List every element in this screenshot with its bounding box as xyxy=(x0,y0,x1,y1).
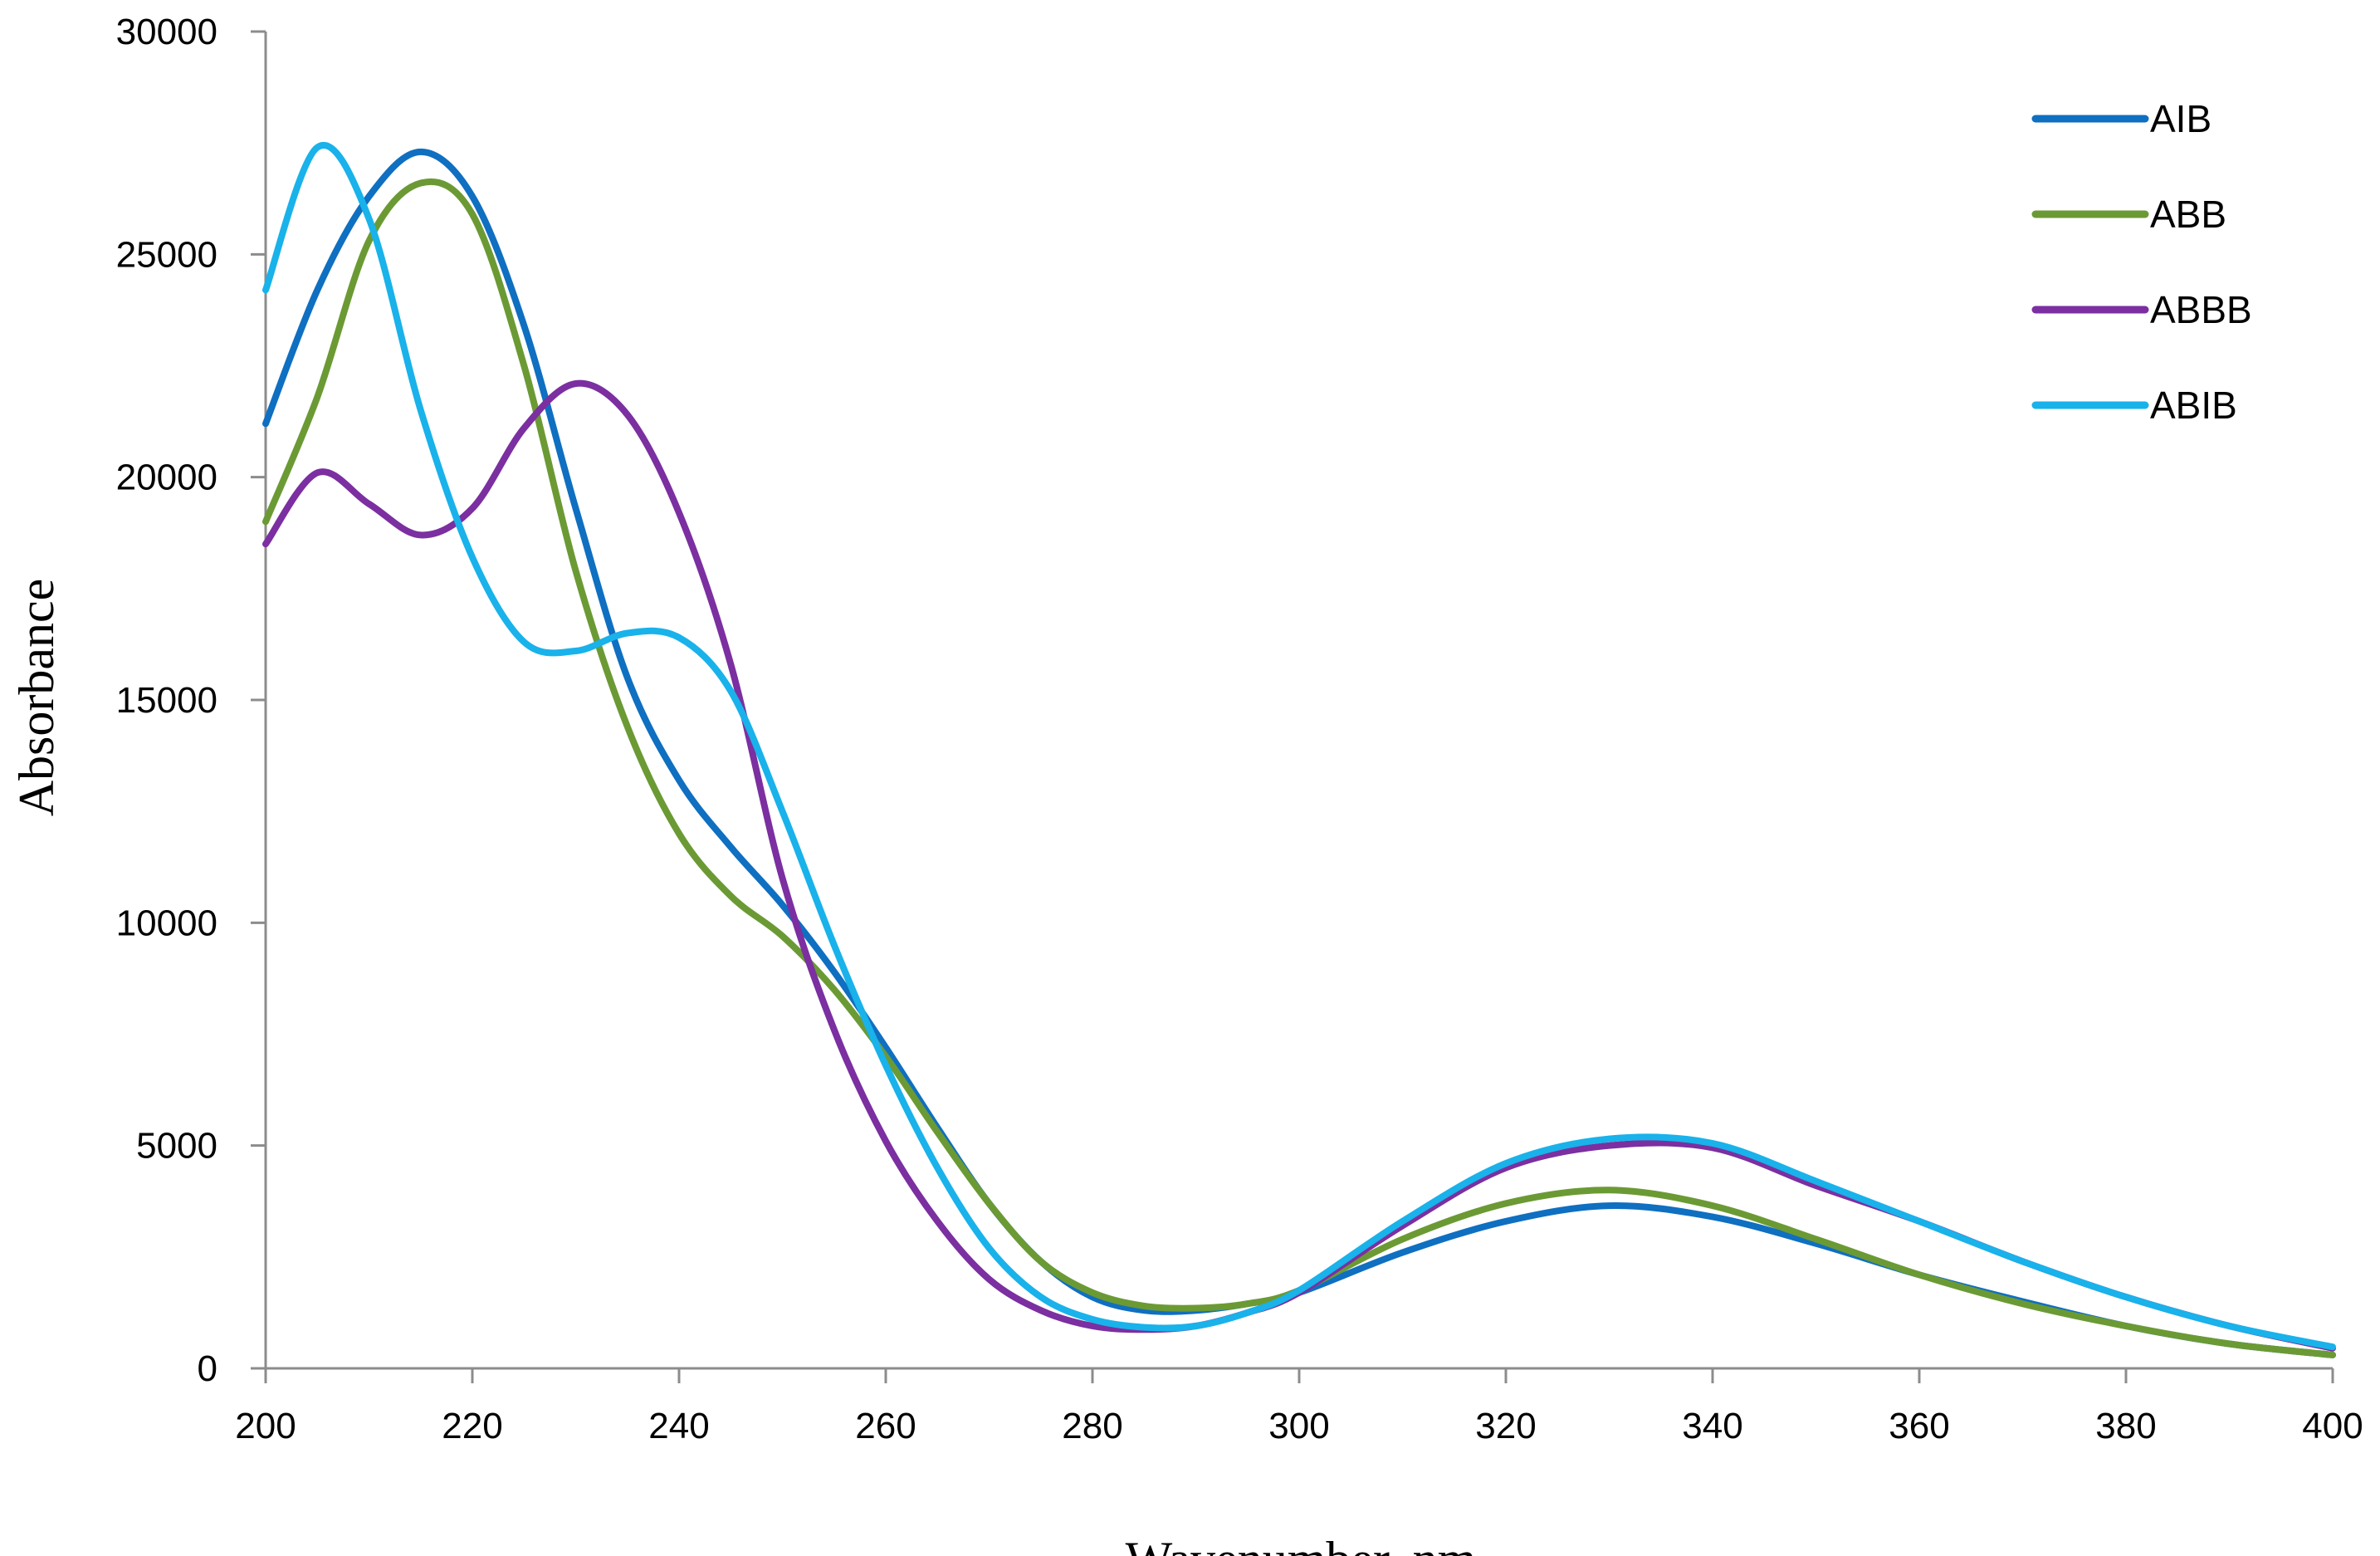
y-tick-label: 20000 xyxy=(116,458,217,498)
x-tick-label: 200 xyxy=(235,1406,296,1446)
x-tick-label: 320 xyxy=(1475,1406,1536,1446)
legend-label: ABB xyxy=(2150,193,2226,236)
x-tick-label: 360 xyxy=(1889,1406,1949,1446)
series-line-abbb xyxy=(262,379,2336,1352)
y-tick-label: 10000 xyxy=(116,903,217,943)
x-tick-label: 340 xyxy=(1682,1406,1742,1446)
series-line-abb xyxy=(262,178,2336,1358)
y-tick-label: 25000 xyxy=(116,234,217,275)
x-axis-title: Wavenumber, nm xyxy=(1126,1532,1477,1556)
y-axis-title: Absorbance xyxy=(9,579,64,817)
x-tick-label: 220 xyxy=(442,1406,502,1446)
y-tick-label: 5000 xyxy=(136,1126,217,1167)
legend-item-aib: AIB xyxy=(2031,97,2211,140)
x-tick-label: 280 xyxy=(1062,1406,1122,1446)
x-tick-label: 400 xyxy=(2302,1406,2363,1446)
legend: AIB ABB ABBB ABIB xyxy=(2031,97,2252,427)
x-tick-label: 240 xyxy=(648,1406,709,1446)
legend-item-abbb: ABBB xyxy=(2031,288,2252,331)
series-line-abib xyxy=(262,142,2336,1351)
axes: 0 5000 10000 15000 20000 25000 30000 200 220 240 2… xyxy=(116,12,2363,1446)
plot-series xyxy=(262,142,2336,1358)
series-line-aib xyxy=(262,148,2336,1358)
y-tick-label: 0 xyxy=(198,1348,217,1389)
x-tick-label: 260 xyxy=(855,1406,916,1446)
legend-item-abib: ABIB xyxy=(2031,384,2237,427)
legend-label: ABIB xyxy=(2150,384,2237,427)
y-tick-label: 30000 xyxy=(116,12,217,52)
x-tick-label: 380 xyxy=(2095,1406,2156,1446)
legend-label: AIB xyxy=(2150,97,2211,140)
legend-label: ABBB xyxy=(2150,288,2252,331)
y-tick-label: 15000 xyxy=(116,680,217,721)
x-tick-label: 300 xyxy=(1268,1406,1329,1446)
legend-item-abb: ABB xyxy=(2031,193,2226,236)
